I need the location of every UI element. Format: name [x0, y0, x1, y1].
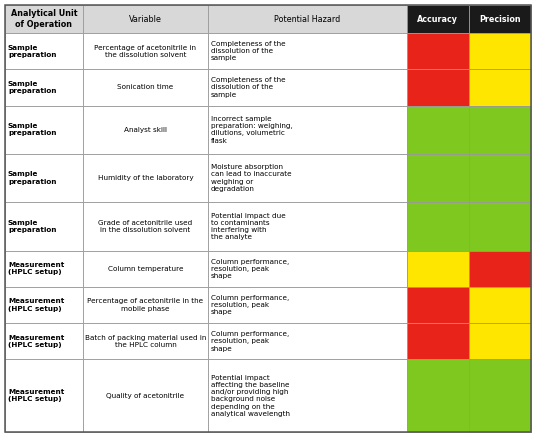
Bar — [5, 69, 83, 106]
Bar — [5, 106, 83, 154]
Text: Measurement
(HPLC setup): Measurement (HPLC setup) — [8, 389, 64, 402]
Text: Column performance,
resolution, peak
shape: Column performance, resolution, peak sha… — [211, 259, 289, 279]
Text: Sample
preparation: Sample preparation — [8, 81, 56, 94]
Text: Measurement
(HPLC setup): Measurement (HPLC setup) — [8, 262, 64, 275]
Bar — [469, 287, 531, 323]
Text: Completeness of the
dissolution of the
sample: Completeness of the dissolution of the s… — [211, 77, 286, 97]
Text: Column performance,
resolution, peak
shape: Column performance, resolution, peak sha… — [211, 295, 289, 315]
Text: Sample
preparation: Sample preparation — [8, 123, 56, 136]
Bar — [208, 360, 407, 432]
Bar — [208, 154, 407, 202]
Text: Potential impact due
to contaminants
interfering with
the analyte: Potential impact due to contaminants int… — [211, 212, 286, 240]
Bar — [208, 323, 407, 360]
Bar — [5, 5, 83, 33]
Text: Sample
preparation: Sample preparation — [8, 45, 56, 58]
Text: Sample
preparation: Sample preparation — [8, 171, 56, 185]
Bar — [469, 202, 531, 251]
Bar — [407, 33, 469, 69]
Bar — [407, 5, 469, 33]
Bar — [83, 69, 208, 106]
Bar — [469, 251, 531, 287]
Bar — [83, 106, 208, 154]
Text: Measurement
(HPLC setup): Measurement (HPLC setup) — [8, 298, 64, 312]
Bar — [208, 106, 407, 154]
Text: Percentage of acetonitrile in
the dissolution solvent: Percentage of acetonitrile in the dissol… — [94, 45, 196, 58]
Bar — [407, 154, 469, 202]
Text: Potential impact
affecting the baseline
and/or providing high
background noise
d: Potential impact affecting the baseline … — [211, 375, 290, 417]
Bar — [469, 33, 531, 69]
Bar — [83, 33, 208, 69]
Bar — [407, 360, 469, 432]
Text: Sample
preparation: Sample preparation — [8, 220, 56, 233]
Bar — [5, 154, 83, 202]
Bar — [208, 202, 407, 251]
Text: Precision: Precision — [479, 14, 521, 24]
Bar — [407, 251, 469, 287]
Bar — [469, 69, 531, 106]
Text: Quality of acetonitrile: Quality of acetonitrile — [106, 393, 184, 399]
Bar — [5, 287, 83, 323]
Bar — [83, 202, 208, 251]
Bar — [83, 5, 208, 33]
Text: Grade of acetonitrile used
in the dissolution solvent: Grade of acetonitrile used in the dissol… — [98, 220, 192, 233]
Text: Analyst skill: Analyst skill — [124, 127, 167, 133]
Bar — [469, 106, 531, 154]
Text: Variable: Variable — [129, 14, 162, 24]
Bar — [83, 360, 208, 432]
Bar — [208, 33, 407, 69]
Bar — [208, 69, 407, 106]
Text: Potential Hazard: Potential Hazard — [274, 14, 340, 24]
Bar — [5, 33, 83, 69]
Bar — [407, 69, 469, 106]
Bar — [83, 154, 208, 202]
Text: Percentage of acetonitrile in the
mobile phase: Percentage of acetonitrile in the mobile… — [87, 298, 204, 312]
Text: Column temperature: Column temperature — [108, 266, 183, 272]
Text: Accuracy: Accuracy — [418, 14, 458, 24]
Bar — [469, 5, 531, 33]
Bar — [407, 106, 469, 154]
Bar — [407, 323, 469, 360]
Bar — [407, 202, 469, 251]
Bar — [83, 287, 208, 323]
Text: Measurement
(HPLC setup): Measurement (HPLC setup) — [8, 335, 64, 348]
Text: Incorrect sample
preparation: weighing,
dilutions, volumetric
flask: Incorrect sample preparation: weighing, … — [211, 116, 293, 144]
Bar — [208, 287, 407, 323]
Bar — [83, 323, 208, 360]
Text: Sonication time: Sonication time — [117, 84, 174, 90]
Bar — [469, 154, 531, 202]
Bar — [469, 360, 531, 432]
Text: Humidity of the laboratory: Humidity of the laboratory — [98, 175, 193, 181]
Text: Batch of packing material used in
the HPLC column: Batch of packing material used in the HP… — [85, 335, 206, 348]
Text: Analytical Unit
of Operation: Analytical Unit of Operation — [11, 9, 77, 29]
Text: Column performance,
resolution, peak
shape: Column performance, resolution, peak sha… — [211, 331, 289, 352]
Bar — [5, 360, 83, 432]
Text: Completeness of the
dissolution of the
sample: Completeness of the dissolution of the s… — [211, 41, 286, 61]
Bar — [5, 202, 83, 251]
Bar — [5, 323, 83, 360]
Bar — [83, 251, 208, 287]
Bar — [5, 251, 83, 287]
Text: Moisture absorption
can lead to inaccurate
weighing or
degradation: Moisture absorption can lead to inaccura… — [211, 164, 292, 192]
Bar — [469, 323, 531, 360]
Bar — [407, 287, 469, 323]
Bar — [208, 5, 407, 33]
Bar — [208, 251, 407, 287]
